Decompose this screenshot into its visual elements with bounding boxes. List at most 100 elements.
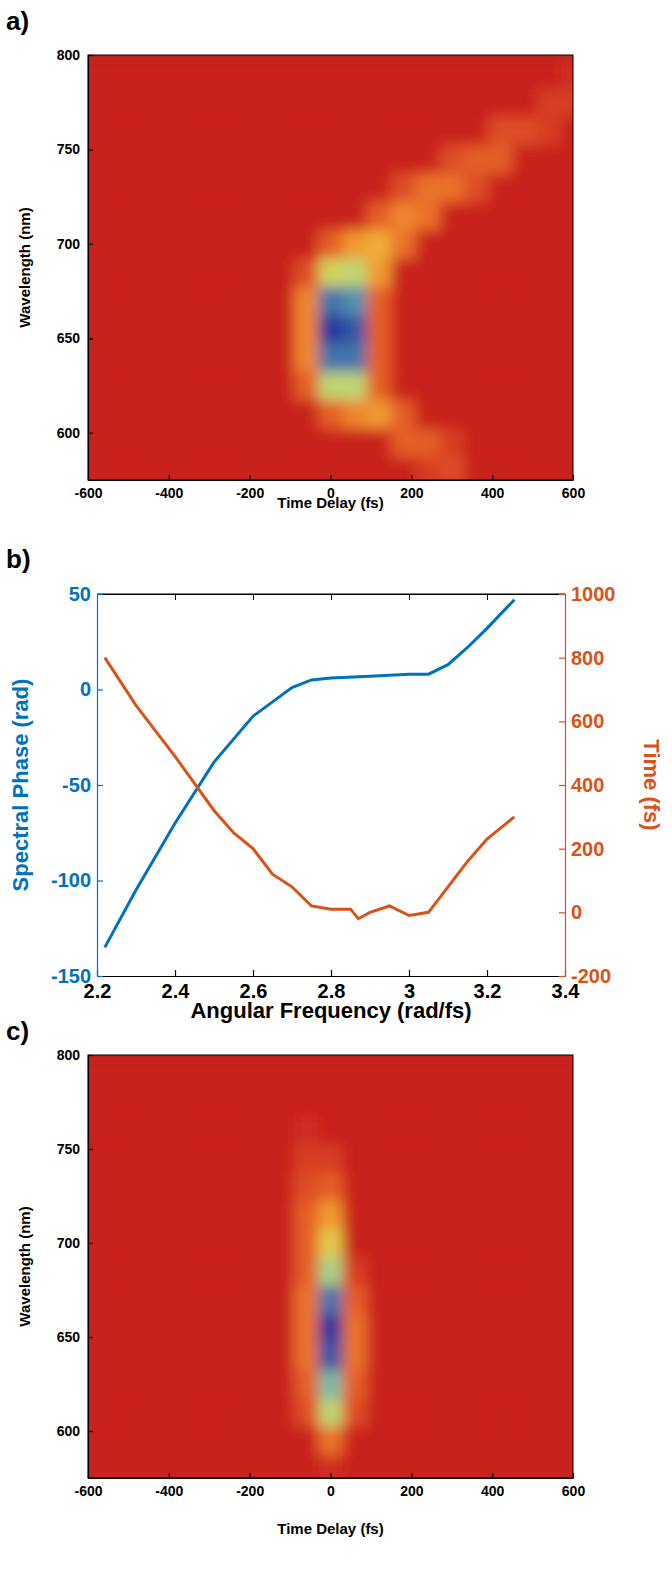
- cell: [415, 1201, 440, 1230]
- cell: [367, 1314, 392, 1343]
- cell: [197, 1060, 222, 1089]
- cell: [221, 201, 246, 230]
- cell: [246, 1398, 271, 1427]
- cell: [512, 371, 537, 400]
- cell: [512, 343, 537, 372]
- cell: [197, 1314, 222, 1343]
- tick-label: 800: [571, 647, 604, 669]
- cell: [318, 1426, 343, 1455]
- cell: [367, 286, 392, 315]
- cell: [294, 1060, 319, 1089]
- cell: [512, 1229, 537, 1258]
- cell: [464, 1257, 489, 1286]
- cell: [318, 145, 343, 174]
- cell: [415, 173, 440, 202]
- cell: [415, 400, 440, 429]
- cell: [561, 343, 573, 372]
- cell: [294, 1229, 319, 1258]
- cell: [221, 428, 246, 457]
- cell: [124, 1314, 149, 1343]
- cell: [537, 343, 562, 372]
- tick: 750: [57, 141, 93, 157]
- cell: [488, 1455, 513, 1479]
- cell: [149, 371, 174, 400]
- cell: [512, 1144, 537, 1173]
- cell: [415, 258, 440, 287]
- cell: [318, 315, 343, 344]
- cell: [391, 1455, 416, 1479]
- tick-mark: [573, 475, 574, 480]
- tick-mark: [250, 475, 251, 480]
- cell: [124, 371, 149, 400]
- cell: [440, 371, 465, 400]
- cell: [343, 88, 368, 117]
- cell: [294, 1088, 319, 1117]
- cell: [221, 116, 246, 145]
- tick-mark: [88, 1243, 93, 1244]
- cell: [88, 1314, 101, 1343]
- cell: [221, 1398, 246, 1427]
- tick-label: 650: [57, 330, 81, 346]
- tick: 600: [562, 1473, 586, 1499]
- tick-label: 200: [400, 1483, 424, 1499]
- cell: [124, 1398, 149, 1427]
- cell: [537, 1173, 562, 1202]
- axis-line: [88, 1056, 89, 1479]
- cell: [415, 60, 440, 89]
- cell: [100, 1314, 125, 1343]
- tick-mark: [250, 1473, 251, 1478]
- cell: [561, 1342, 573, 1371]
- cell: [88, 1116, 101, 1145]
- cell: [440, 1314, 465, 1343]
- tick-label: -200: [236, 485, 264, 501]
- cell: [88, 1398, 101, 1427]
- cell: [173, 201, 198, 230]
- cell: [415, 145, 440, 174]
- cell: [124, 456, 149, 480]
- tick-label: 600: [571, 710, 604, 732]
- cell: [88, 258, 101, 287]
- cell: [537, 1455, 562, 1479]
- cell: [561, 400, 573, 429]
- cell: [270, 1455, 295, 1479]
- cell: [149, 286, 174, 315]
- cell: [100, 60, 125, 89]
- cell: [173, 116, 198, 145]
- cell: [173, 88, 198, 117]
- cell: [488, 400, 513, 429]
- cell: [221, 1314, 246, 1343]
- cell: [197, 286, 222, 315]
- tick-mark: [253, 594, 254, 600]
- cell: [318, 428, 343, 457]
- cell: [318, 1398, 343, 1427]
- cell: [561, 1060, 573, 1089]
- cell: [488, 371, 513, 400]
- cell: [391, 1060, 416, 1089]
- cell: [246, 1370, 271, 1399]
- cell: [537, 456, 562, 480]
- cell: [149, 60, 174, 89]
- cell: [88, 1426, 101, 1455]
- cell: [294, 258, 319, 287]
- axis-line: [88, 56, 89, 481]
- tick-mark: [487, 594, 488, 600]
- cell: [367, 1229, 392, 1258]
- tick: 0: [559, 901, 582, 923]
- tick: -400: [155, 1473, 183, 1499]
- cell: [512, 1173, 537, 1202]
- cell: [246, 1116, 271, 1145]
- cell: [88, 456, 101, 480]
- cell: [173, 145, 198, 174]
- cell: [197, 1370, 222, 1399]
- cell: [464, 1314, 489, 1343]
- cell: [88, 60, 101, 89]
- cell: [537, 173, 562, 202]
- cell: [537, 1314, 562, 1343]
- cell: [512, 428, 537, 457]
- tick-mark: [88, 1055, 93, 1056]
- cell: [197, 456, 222, 480]
- cell: [124, 1285, 149, 1314]
- cell: [246, 116, 271, 145]
- cell: [246, 230, 271, 259]
- cell: [270, 145, 295, 174]
